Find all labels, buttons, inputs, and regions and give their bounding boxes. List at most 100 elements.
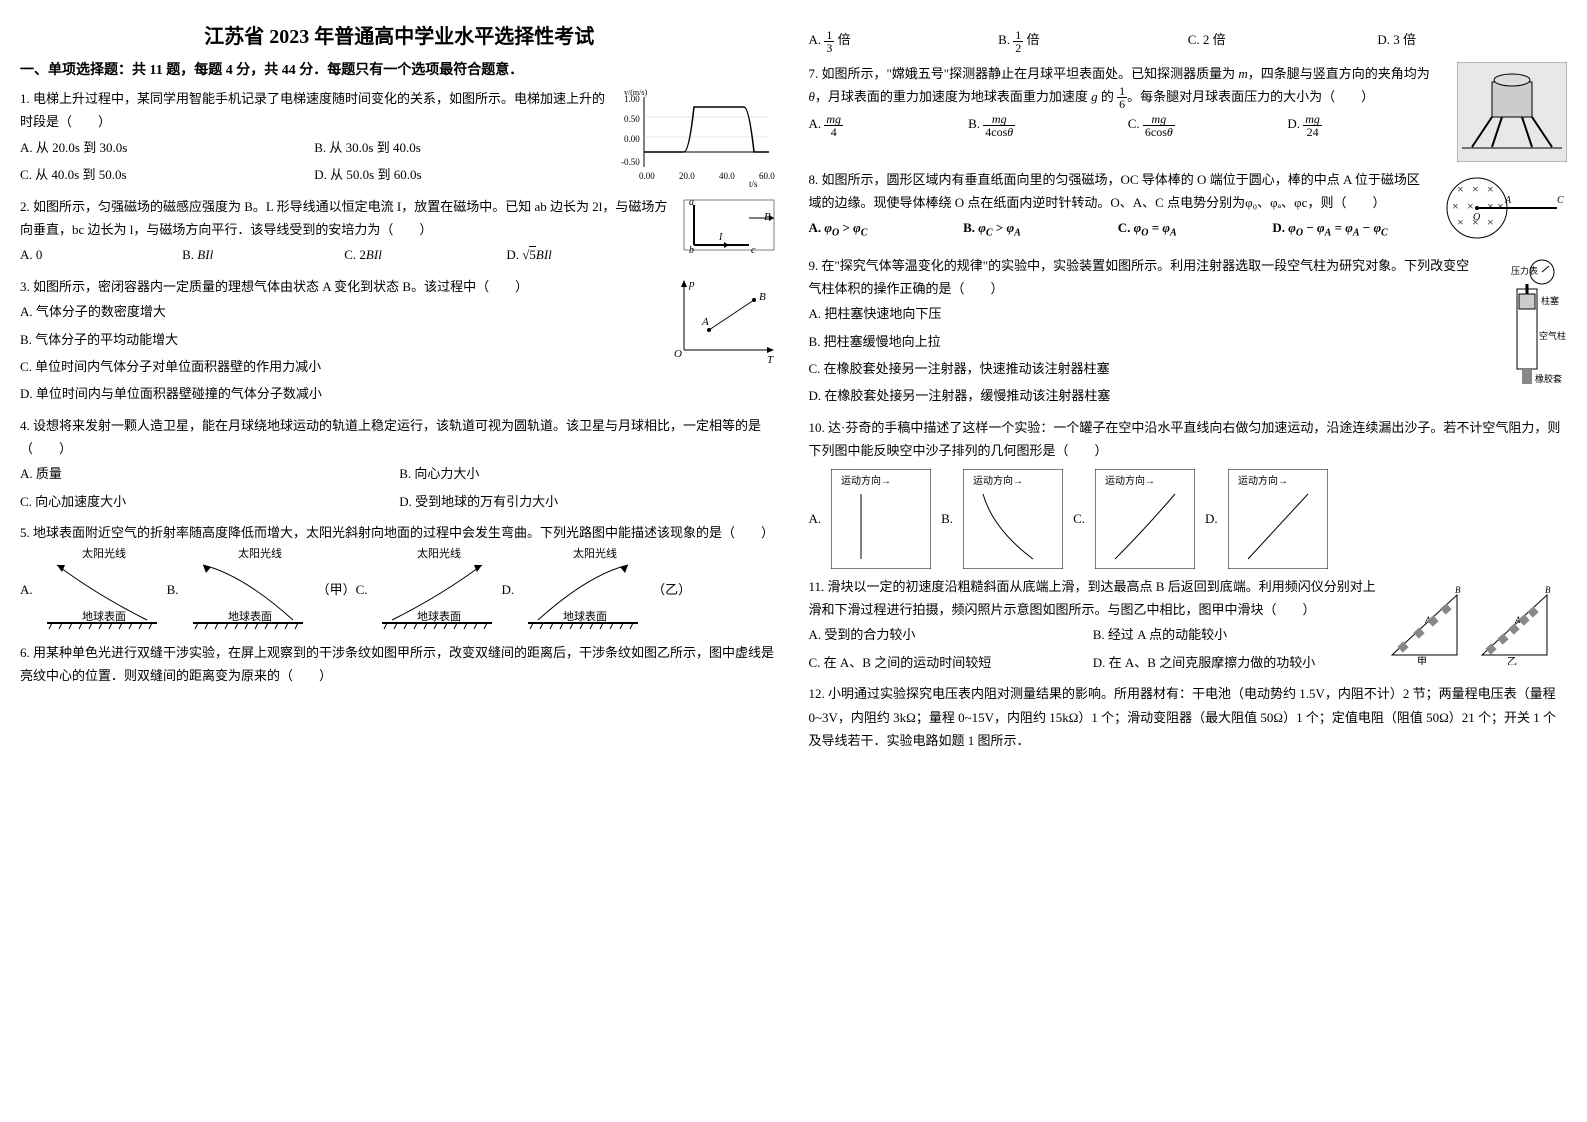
svg-text:c: c: [751, 245, 756, 255]
q10-fig-d: 运动方向→: [1228, 469, 1328, 569]
q10-fig-c: 运动方向→: [1095, 469, 1195, 569]
q5-opt-a: A. 太阳光线 地球表面: [20, 545, 167, 635]
q3-stem: 3. 如图所示，密闭容器内一定质量的理想气体由状态 A 变化到状态 B。该过程中…: [20, 279, 528, 294]
q11-opt-a: A. 受到的合力较小: [809, 621, 1093, 648]
svg-text:p: p: [688, 278, 695, 290]
q12-stem: 12. 小明通过实验探究电压表内阻对测量结果的影响。所用器材有：干电池（电动势约…: [809, 686, 1557, 748]
q1-stem: 1. 电梯上升过程中，某同学用智能手机记录了电梯速度随时间变化的关系，如图所示。…: [20, 91, 605, 129]
question-7: 7. 如图所示，"嫦娥五号"探测器静止在月球平坦表面处。已知探测器质量为 m，四…: [809, 62, 1568, 162]
q10-stem: 10. 达·芬奇的手稿中描述了这样一个实验：一个罐子在空中沿水平直线向右做匀加速…: [809, 420, 1561, 458]
svg-text:0.50: 0.50: [624, 114, 640, 124]
svg-text:v/(m/s): v/(m/s): [624, 88, 647, 97]
svg-text:B: B: [759, 291, 766, 303]
q4-stem: 4. 设想将来发射一颗人造卫星，能在月球绕地球运动的轨道上稳定运行，该轨道可视为…: [20, 418, 761, 456]
label-yi: （乙）: [652, 578, 691, 601]
q10-opt-d-label: D.: [1205, 507, 1218, 530]
question-4: 4. 设想将来发射一颗人造卫星，能在月球绕地球运动的轨道上稳定运行，该轨道可视为…: [20, 414, 779, 516]
svg-text:×: ×: [1467, 199, 1474, 213]
question-9: 压力表 柱塞 空气柱 橡胶套 9. 在"探究气体等温变化的规律"的实验中，实验装…: [809, 254, 1568, 410]
q9-opt-a: A. 把柱塞快速地向下压: [809, 300, 1568, 327]
q11-figure: B A 甲 B A 乙: [1387, 575, 1567, 665]
q10-opt-a-label: A.: [809, 507, 822, 530]
q5-opt-d: D. 太阳光线地球表面 （乙）: [502, 545, 692, 635]
q3-figure: p T O A B: [669, 275, 779, 365]
q2-stem: 2. 如图所示，匀强磁场的磁感应强度为 B。L 形导线通以恒定电流 I，放置在磁…: [20, 199, 667, 237]
question-11: B A 甲 B A 乙 11. 滑块以一定的初速度沿粗糙斜面从底端上滑，到达最高…: [809, 575, 1568, 677]
svg-text:运动方向→: 运动方向→: [1105, 474, 1155, 487]
q4-opt-a: A. 质量: [20, 460, 399, 487]
q2-opt-c: C. 2BIl: [344, 241, 506, 268]
q11-opt-c: C. 在 A、B 之间的运动时间较短: [809, 649, 1093, 676]
svg-text:B: B: [1545, 585, 1551, 595]
q8-opt-d: D. φO − φA = φA − φC: [1272, 214, 1427, 245]
question-10: 10. 达·芬奇的手稿中描述了这样一个实验：一个罐子在空中沿水平直线向右做匀加速…: [809, 416, 1568, 569]
q3-opt-c: C. 单位时间内气体分子对单位面积器壁的作用力减小: [20, 353, 779, 380]
q6-options: A. 13 倍 B. 12 倍 C. 2 倍 D. 3 倍: [809, 26, 1568, 56]
q1-opt-c: C. 从 40.0s 到 50.0s: [20, 161, 314, 188]
q11-stem: 11. 滑块以一定的初速度沿粗糙斜面从底端上滑，到达最高点 B 后返回到底端。利…: [809, 579, 1376, 617]
q2-figure: a b c B I: [679, 195, 779, 255]
q11-opt-d: D. 在 A、B 之间克服摩擦力做的功较小: [1093, 649, 1377, 676]
svg-text:×: ×: [1457, 182, 1464, 196]
svg-text:×: ×: [1472, 182, 1479, 196]
q9-figure: 压力表 柱塞 空气柱 橡胶套: [1487, 254, 1567, 394]
q3-opt-d: D. 单位时间内与单位面积器壁碰撞的气体分子数减小: [20, 380, 779, 407]
svg-text:O: O: [674, 348, 682, 360]
q7-figure: [1457, 62, 1567, 162]
q7-opt-c: C. mg6cosθ: [1128, 110, 1288, 140]
question-2: a b c B I 2. 如图所示，匀强磁场的磁感应强度为 B。L 形导线通以恒…: [20, 195, 779, 269]
question-3: p T O A B 3. 如图所示，密闭容器内一定质量的理想气体由状态 A 变化…: [20, 275, 779, 408]
q4-opt-b: B. 向心力大小: [399, 460, 778, 487]
svg-text:C: C: [1557, 195, 1564, 206]
q10-fig-a: 运动方向→: [831, 469, 931, 569]
label-jia: （甲）: [317, 578, 356, 601]
q6-stem: 6. 用某种单色光进行双缝干涉实验，在屏上观察到的干涉条纹如图甲所示，改变双缝间…: [20, 645, 774, 683]
svg-text:太阳光线: 太阳光线: [573, 546, 617, 560]
svg-text:60.0: 60.0: [759, 171, 775, 181]
svg-text:t/s: t/s: [749, 179, 758, 187]
svg-text:T: T: [767, 354, 774, 365]
q1-opt-a: A. 从 20.0s 到 30.0s: [20, 134, 314, 161]
svg-text:太阳光线: 太阳光线: [238, 546, 282, 560]
svg-text:×: ×: [1497, 199, 1504, 213]
q2-opt-b: B. BIl: [182, 241, 344, 268]
svg-text:压力表: 压力表: [1511, 265, 1538, 276]
q9-opt-b: B. 把柱塞缓慢地向上拉: [809, 328, 1568, 355]
q8-figure: ××× ×××× ××× O A C: [1437, 168, 1567, 248]
svg-text:b: b: [689, 245, 694, 255]
svg-text:乙: 乙: [1507, 656, 1517, 665]
q4-opt-c: C. 向心加速度大小: [20, 488, 399, 515]
q8-opt-a: A. φO > φC: [809, 214, 964, 245]
svg-text:运动方向→: 运动方向→: [841, 474, 891, 487]
q10-opt-b-label: B.: [941, 507, 953, 530]
q10-opt-c-label: C.: [1073, 507, 1085, 530]
svg-text:O: O: [1473, 212, 1480, 223]
svg-text:I: I: [718, 232, 723, 243]
q7-stem: 7. 如图所示，"嫦娥五号"探测器静止在月球平坦表面处。已知探测器质量为 m，四…: [809, 66, 1430, 104]
svg-text:地球表面: 地球表面: [417, 609, 461, 623]
svg-text:40.0: 40.0: [719, 171, 735, 181]
svg-text:A: A: [1504, 195, 1512, 206]
q8-opt-c: C. φO = φA: [1118, 214, 1273, 245]
svg-text:×: ×: [1452, 199, 1459, 213]
q4-opt-d: D. 受到地球的万有引力大小: [399, 488, 778, 515]
svg-text:0.00: 0.00: [639, 171, 655, 181]
q6-opt-a: A. 13 倍: [809, 26, 999, 56]
question-6: 6. 用某种单色光进行双缝干涉实验，在屏上观察到的干涉条纹如图甲所示，改变双缝间…: [20, 641, 779, 688]
svg-text:空气柱: 空气柱: [1539, 330, 1566, 341]
svg-text:橡胶套: 橡胶套: [1535, 373, 1562, 384]
q5-opt-b: B. 太阳光线地球表面 （甲）: [167, 545, 356, 635]
q3-opt-a: A. 气体分子的数密度增大: [20, 298, 779, 325]
q6-opt-b: B. 12 倍: [998, 26, 1188, 56]
svg-text:运动方向→: 运动方向→: [1238, 474, 1288, 487]
q11-opt-b: B. 经过 A 点的动能较小: [1093, 621, 1377, 648]
svg-text:A: A: [701, 316, 709, 328]
svg-text:太阳光线: 太阳光线: [417, 546, 461, 560]
q1-opt-d: D. 从 50.0s 到 60.0s: [314, 161, 608, 188]
question-5: 5. 地球表面附近空气的折射率随高度降低而增大，太阳光斜射向地面的过程中会发生弯…: [20, 521, 779, 634]
q1-chart: 1.00 0.50 0.00 -0.50 0.00 20.0 40.0 60.0…: [619, 87, 779, 187]
q6-opt-d: D. 3 倍: [1377, 26, 1567, 56]
svg-text:-0.50: -0.50: [621, 157, 640, 167]
q2-opt-a: A. 0: [20, 241, 182, 268]
q7-opt-b: B. mg4cosθ: [968, 110, 1128, 140]
